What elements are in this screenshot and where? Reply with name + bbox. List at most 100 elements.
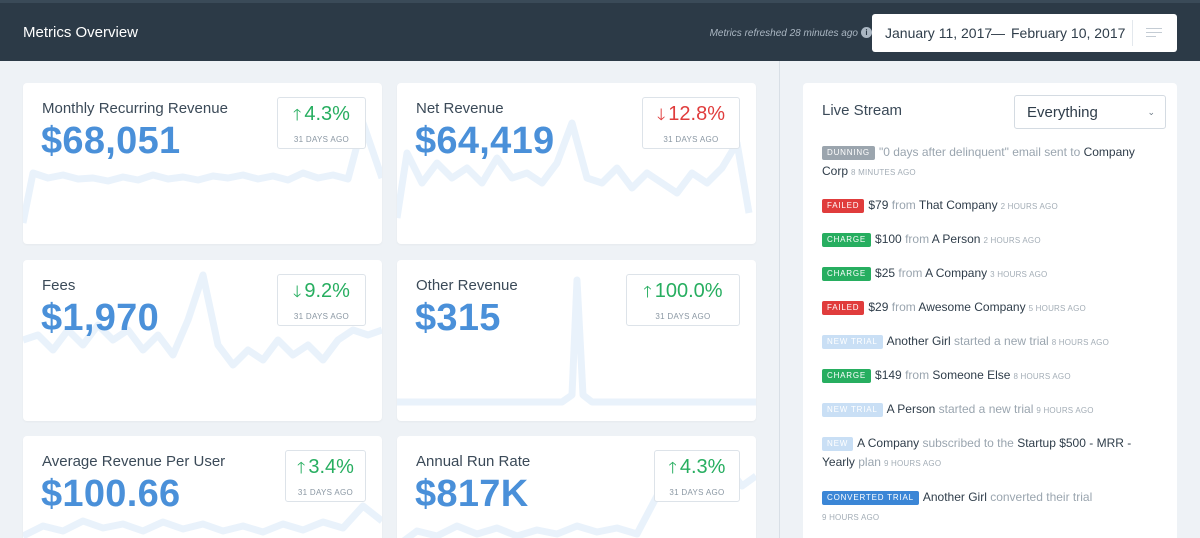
change-badge: 🡑 4.3% 31 DAYS AGO [277,97,366,149]
event-badge: DUNNING [822,146,875,160]
top-bar: Metrics Overview Metrics refreshed 28 mi… [0,0,1200,61]
metric-label: Annual Run Rate [416,453,531,470]
refresh-time: 28 minutes ago [789,28,858,39]
stream-event[interactable]: NEW TRIAL Another Girl started a new tria… [822,332,1162,352]
stream-filter-select[interactable]: Everything ⌄ [1014,95,1166,129]
event-amount: $149 [875,368,902,382]
event-time: 8 HOURS AGO [1013,372,1071,381]
event-entity[interactable]: A Person [931,232,981,246]
metric-label: Average Revenue Per User [42,453,226,470]
arrow-up-icon: 🡑 [293,107,302,124]
event-entity[interactable]: A Company [925,266,988,280]
info-icon[interactable]: i [861,27,872,38]
change-period: 31 DAYS AGO [297,488,354,497]
refresh-status: Metrics refreshed 28 minutes ago [710,28,858,39]
menu-icon[interactable] [1146,28,1162,39]
change-percent: 9.2% [304,280,350,302]
change-badge: 🡑 4.3% 31 DAYS AGO [654,450,740,502]
metric-card-mrr[interactable]: Monthly Recurring Revenue $68,051 🡑 4.3% … [23,83,382,244]
event-entity[interactable]: Another Girl [886,334,951,348]
event-text: plan [854,455,881,469]
metric-value: $64,419 [415,120,555,162]
stream-event[interactable]: CHARGE $149 from Someone Else 8 HOURS AGO [822,366,1162,386]
event-time: 5 HOURS AGO [1028,304,1086,313]
stream-event[interactable]: CONVERTED TRIAL Another Girl converted th… [822,488,1162,527]
event-time: 9 HOURS AGO [1036,406,1094,415]
sparkline [23,271,382,369]
event-badge: NEW TRIAL [822,335,883,349]
date-divider [1132,20,1133,46]
event-amount: $100 [875,232,902,246]
event-text: converted their trial [986,490,1093,504]
metric-card-fees[interactable]: Fees $1,970 🡓 9.2% 31 DAYS AGO [23,260,382,421]
event-time: 2 HOURS AGO [983,236,1041,245]
metric-value: $1,970 [41,297,160,339]
stream-event[interactable]: FAILED $29 from Awesome Company 5 HOURS AG… [822,298,1162,318]
arrow-up-icon: 🡑 [297,460,306,477]
metric-card-net-revenue[interactable]: Net Revenue $64,419 🡓 12.8% 31 DAYS AGO [397,83,756,244]
arrow-down-icon: 🡓 [293,284,302,301]
panel-divider [779,61,780,538]
live-stream-panel: Live Stream Everything ⌄ DUNNING "0 days … [803,83,1177,538]
change-period: 31 DAYS AGO [669,488,725,497]
arrow-up-icon: 🡑 [643,284,652,301]
metric-value: $817K [415,473,529,515]
arrow-up-icon: 🡑 [668,460,677,477]
live-stream-title: Live Stream [822,102,903,119]
metric-value: $100.66 [41,473,181,515]
event-badge: NEW TRIAL [822,403,883,417]
event-badge: FAILED [822,301,865,315]
sparkline [397,276,756,406]
filter-value: Everything [1027,104,1098,121]
stream-event[interactable]: FAILED $79 from That Company 2 HOURS AGO [822,196,1162,216]
date-separator: — [991,25,1005,41]
metric-card-arpu[interactable]: Average Revenue Per User $100.66 🡑 3.4% 3… [23,436,382,538]
event-time: 9 HOURS AGO [822,513,880,522]
date-range-picker[interactable]: January 11, 2017 — February 10, 2017 [872,14,1177,52]
stream-event[interactable]: DUNNING "0 days after delinquent" email s… [822,143,1162,182]
date-from[interactable]: January 11, 2017 [885,25,993,41]
stream-event[interactable]: CHARGE $100 from A Person 2 HOURS AGO [822,230,1162,250]
change-percent: 12.8% [668,103,726,125]
change-period: 31 DAYS AGO [655,312,711,321]
event-time: 9 HOURS AGO [883,459,942,468]
change-percent: 100.0% [654,280,723,302]
metric-label: Fees [42,277,76,294]
event-badge: FAILED [822,199,865,213]
metric-card-other-revenue[interactable]: Other Revenue $315 🡑 100.0% 31 DAYS AGO [397,260,756,421]
date-to[interactable]: February 10, 2017 [1011,25,1126,41]
change-badge: 🡑 100.0% 31 DAYS AGO [626,274,740,326]
event-time: 2 HOURS AGO [1000,202,1058,211]
sparkline [397,119,753,219]
event-badge: NEW [822,437,854,451]
change-percent: 4.3% [304,103,350,125]
event-entity[interactable]: A Company [857,436,920,450]
event-entity[interactable]: Someone Else [932,368,1011,382]
event-amount: $79 [868,198,889,212]
sparkline [23,119,382,224]
metric-card-annual-run-rate[interactable]: Annual Run Rate $817K 🡑 4.3% 31 DAYS AGO [397,436,756,538]
event-text: from [895,266,926,280]
stream-event[interactable]: CHARGE $25 from A Company 3 HOURS AGO [822,264,1162,284]
change-badge: 🡓 9.2% 31 DAYS AGO [277,274,366,326]
event-badge: CHARGE [822,233,872,247]
change-percent: 3.4% [308,456,354,478]
metric-value: $315 [415,297,501,339]
event-entity[interactable]: That Company [918,198,998,212]
stream-event[interactable]: NEW A Company subscribed to the Startup $… [822,434,1162,473]
event-plan[interactable]: Startup $500 - MRR - Yearly [822,436,1132,469]
event-badge: CHARGE [822,369,872,383]
metric-value: $68,051 [41,120,181,162]
metric-label: Monthly Recurring Revenue [42,100,228,117]
change-period: 31 DAYS AGO [293,135,350,144]
change-badge: 🡓 12.8% 31 DAYS AGO [642,97,740,149]
event-amount: $25 [875,266,896,280]
stream-event[interactable]: NEW TRIAL A Person started a new trial 9 H… [822,400,1162,420]
event-entity[interactable]: Company Corp [822,145,1135,178]
event-entity[interactable]: Awesome Company [918,300,1026,314]
event-text: from [888,198,919,212]
event-entity[interactable]: Another Girl [922,490,987,504]
event-text: "0 days after delinquent" email sent to [878,145,1084,159]
event-entity[interactable]: A Person [886,402,936,416]
change-period: 31 DAYS AGO [663,135,719,144]
